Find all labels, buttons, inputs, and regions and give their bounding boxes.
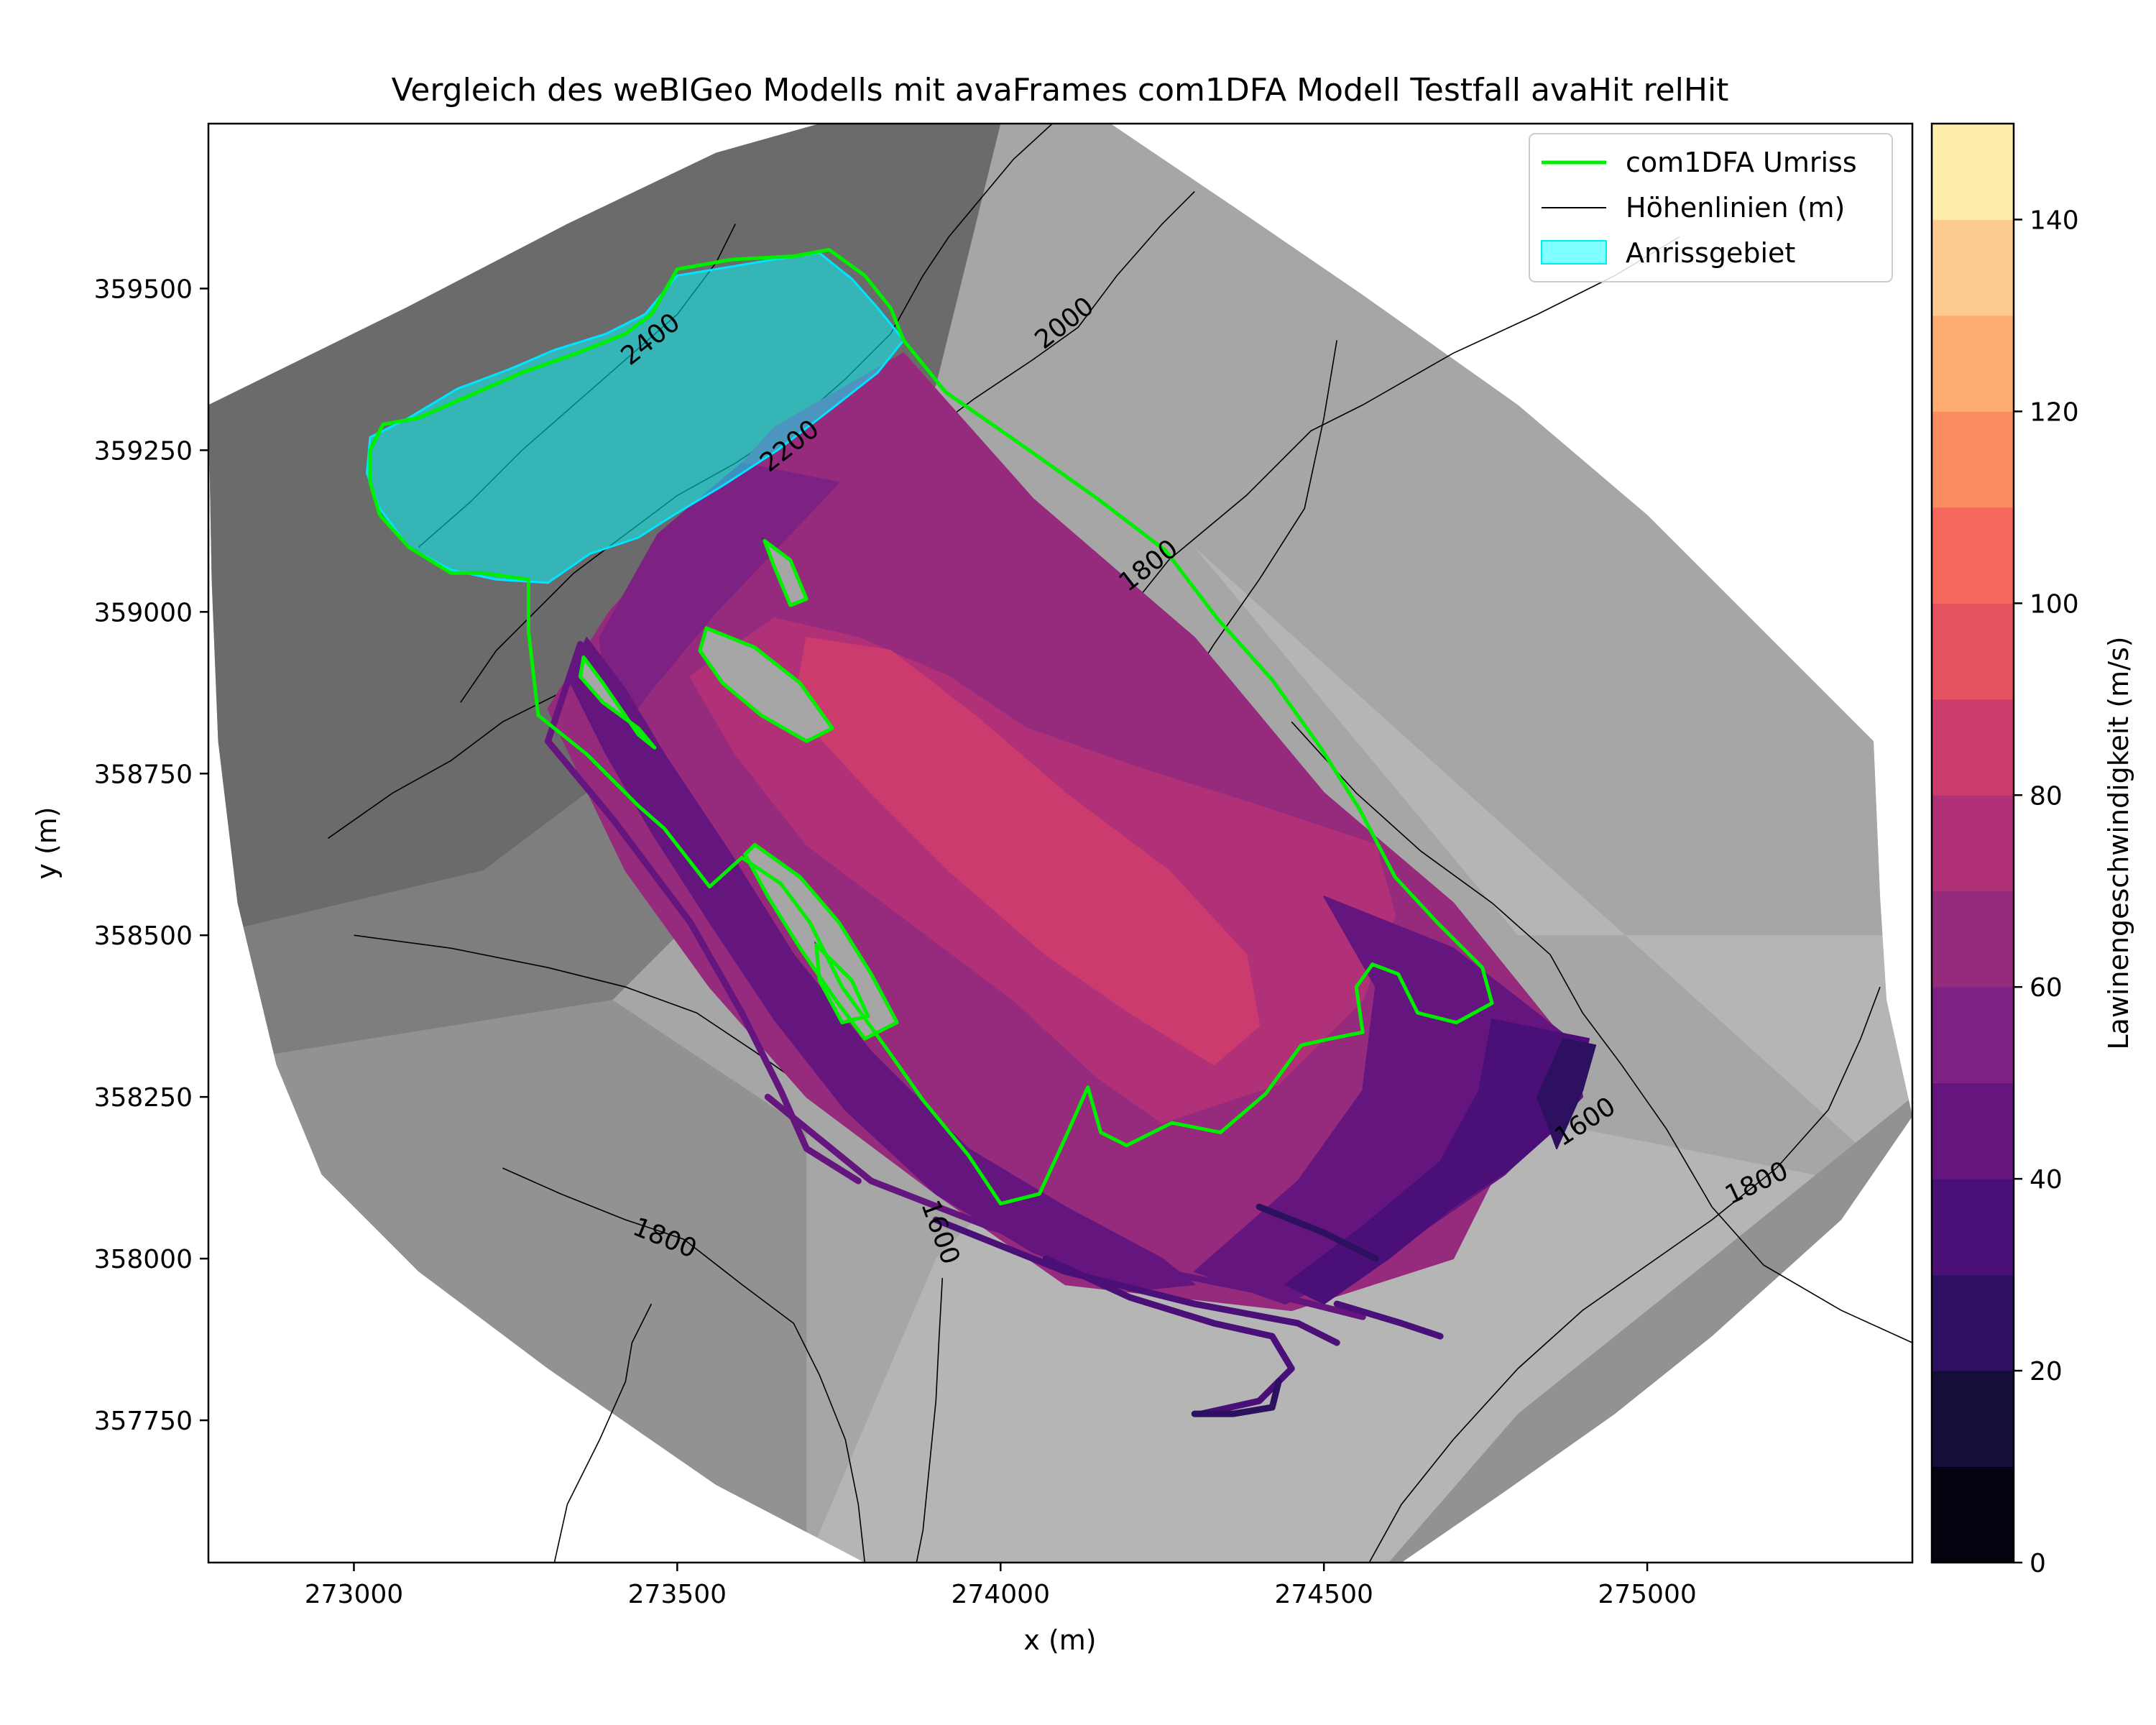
legend-swatch-release — [1541, 240, 1607, 264]
colorbar-tick-label: 120 — [2030, 397, 2079, 427]
colorbar-ticks: 0 20 40 60 80 100 120 140 — [2014, 206, 2079, 1578]
velocity-tail — [1191, 1378, 1282, 1417]
chart-title: Vergleich des weBIGeo Modells mit avaFra… — [392, 72, 1729, 109]
com1dfa-outline — [368, 248, 1494, 1206]
y-tick-label: 359500 — [94, 275, 193, 304]
legend-label-contours: Höhenlinien (m) — [1626, 192, 1845, 224]
outline-island — [763, 538, 808, 607]
colorbar-band — [1932, 891, 2014, 988]
colorbar-band — [1932, 987, 2014, 1084]
velocity-tail — [544, 640, 862, 1184]
plot-frame — [207, 122, 1914, 1564]
colorbar-tick-label: 100 — [2030, 589, 2079, 619]
outline-island — [814, 943, 870, 1025]
velocity-region — [793, 637, 1261, 1066]
outline-island — [578, 655, 657, 750]
colorbar: 0 20 40 60 80 100 120 140 Lawinengeschwindigkei… — [1930, 122, 2134, 1578]
colorbar-band — [1932, 1082, 2014, 1179]
velocity-tail — [1333, 1300, 1444, 1340]
y-tick-label: 358750 — [94, 760, 193, 789]
colorbar-band — [1932, 124, 2014, 220]
x-tick-label: 275000 — [1598, 1580, 1696, 1609]
colorbar-tick-label: 0 — [2030, 1549, 2046, 1578]
velocity-tail — [1042, 1255, 1295, 1417]
colorbar-band — [1932, 1371, 2014, 1468]
colorbar-tick-label: 20 — [2030, 1357, 2063, 1386]
colorbar-band — [1932, 315, 2014, 412]
y-tick-label: 358500 — [94, 921, 193, 951]
velocity-region — [1537, 1038, 1597, 1150]
legend-box — [1529, 133, 1893, 282]
colorbar-tick-label: 140 — [2030, 206, 2079, 235]
y-tick-label: 358000 — [94, 1245, 193, 1274]
velocity-tail — [1256, 1203, 1379, 1262]
terrain-band — [208, 1000, 807, 1563]
y-tick-label: 357750 — [94, 1407, 193, 1436]
x-axis: 273000 273500 274000 274500 275000 — [305, 1563, 1697, 1609]
colorbar-tick-label: 60 — [2030, 973, 2063, 1003]
outline-island — [698, 626, 834, 743]
contour-line-1800 — [1368, 986, 1881, 1563]
colorbar-band — [1932, 1466, 2014, 1563]
colorbar-band — [1932, 507, 2014, 604]
colorbar-band — [1932, 411, 2014, 508]
velocity-field — [544, 352, 1597, 1417]
contour-line-1800 — [553, 1303, 653, 1563]
y-axis: 357750 358000 358250 358500 358750 359000 3592… — [94, 275, 208, 1436]
outline-island — [743, 842, 899, 1041]
colorbar-tick-label: 40 — [2030, 1165, 2063, 1195]
colorbar-frame — [1930, 122, 2015, 1564]
colorbar-band — [1932, 699, 2014, 796]
y-tick-label: 359000 — [94, 598, 193, 627]
colorbar-bands — [1932, 124, 2014, 1563]
x-tick-label: 273500 — [628, 1580, 727, 1609]
x-axis-title: x (m) — [1023, 1624, 1096, 1656]
colorbar-tick-label: 80 — [2030, 781, 2063, 811]
legend: com1DFA Umriss Höhenlinien (m) Anrissgeb… — [1529, 133, 1893, 282]
colorbar-band — [1932, 603, 2014, 700]
velocity-tail — [932, 1216, 1340, 1346]
colorbar-band — [1932, 1274, 2014, 1371]
colorbar-band — [1932, 219, 2014, 316]
legend-label-outline: com1DFA Umriss — [1626, 147, 1857, 178]
x-tick-label: 274000 — [952, 1580, 1050, 1609]
contour-line-1600 — [916, 1278, 944, 1563]
velocity-region — [566, 637, 1196, 1292]
outline-main — [368, 248, 1494, 1206]
y-tick-label: 358250 — [94, 1083, 193, 1113]
x-tick-label: 274500 — [1274, 1580, 1373, 1609]
legend-label-release: Anrissgebiet — [1626, 237, 1795, 269]
contour-line-1800 — [502, 1167, 866, 1563]
y-tick-label: 359250 — [94, 436, 193, 466]
velocity-tail — [764, 1093, 1366, 1320]
terrain-band — [1000, 124, 1912, 936]
contour-line-1600 — [1291, 721, 1912, 1343]
colorbar-title: Lawinengeschwindigkeit (m/s) — [2103, 636, 2134, 1049]
colorbar-band — [1932, 795, 2014, 892]
colorbar-band — [1932, 1179, 2014, 1276]
x-tick-label: 273000 — [305, 1580, 403, 1609]
y-axis-title: y (m) — [31, 806, 63, 879]
